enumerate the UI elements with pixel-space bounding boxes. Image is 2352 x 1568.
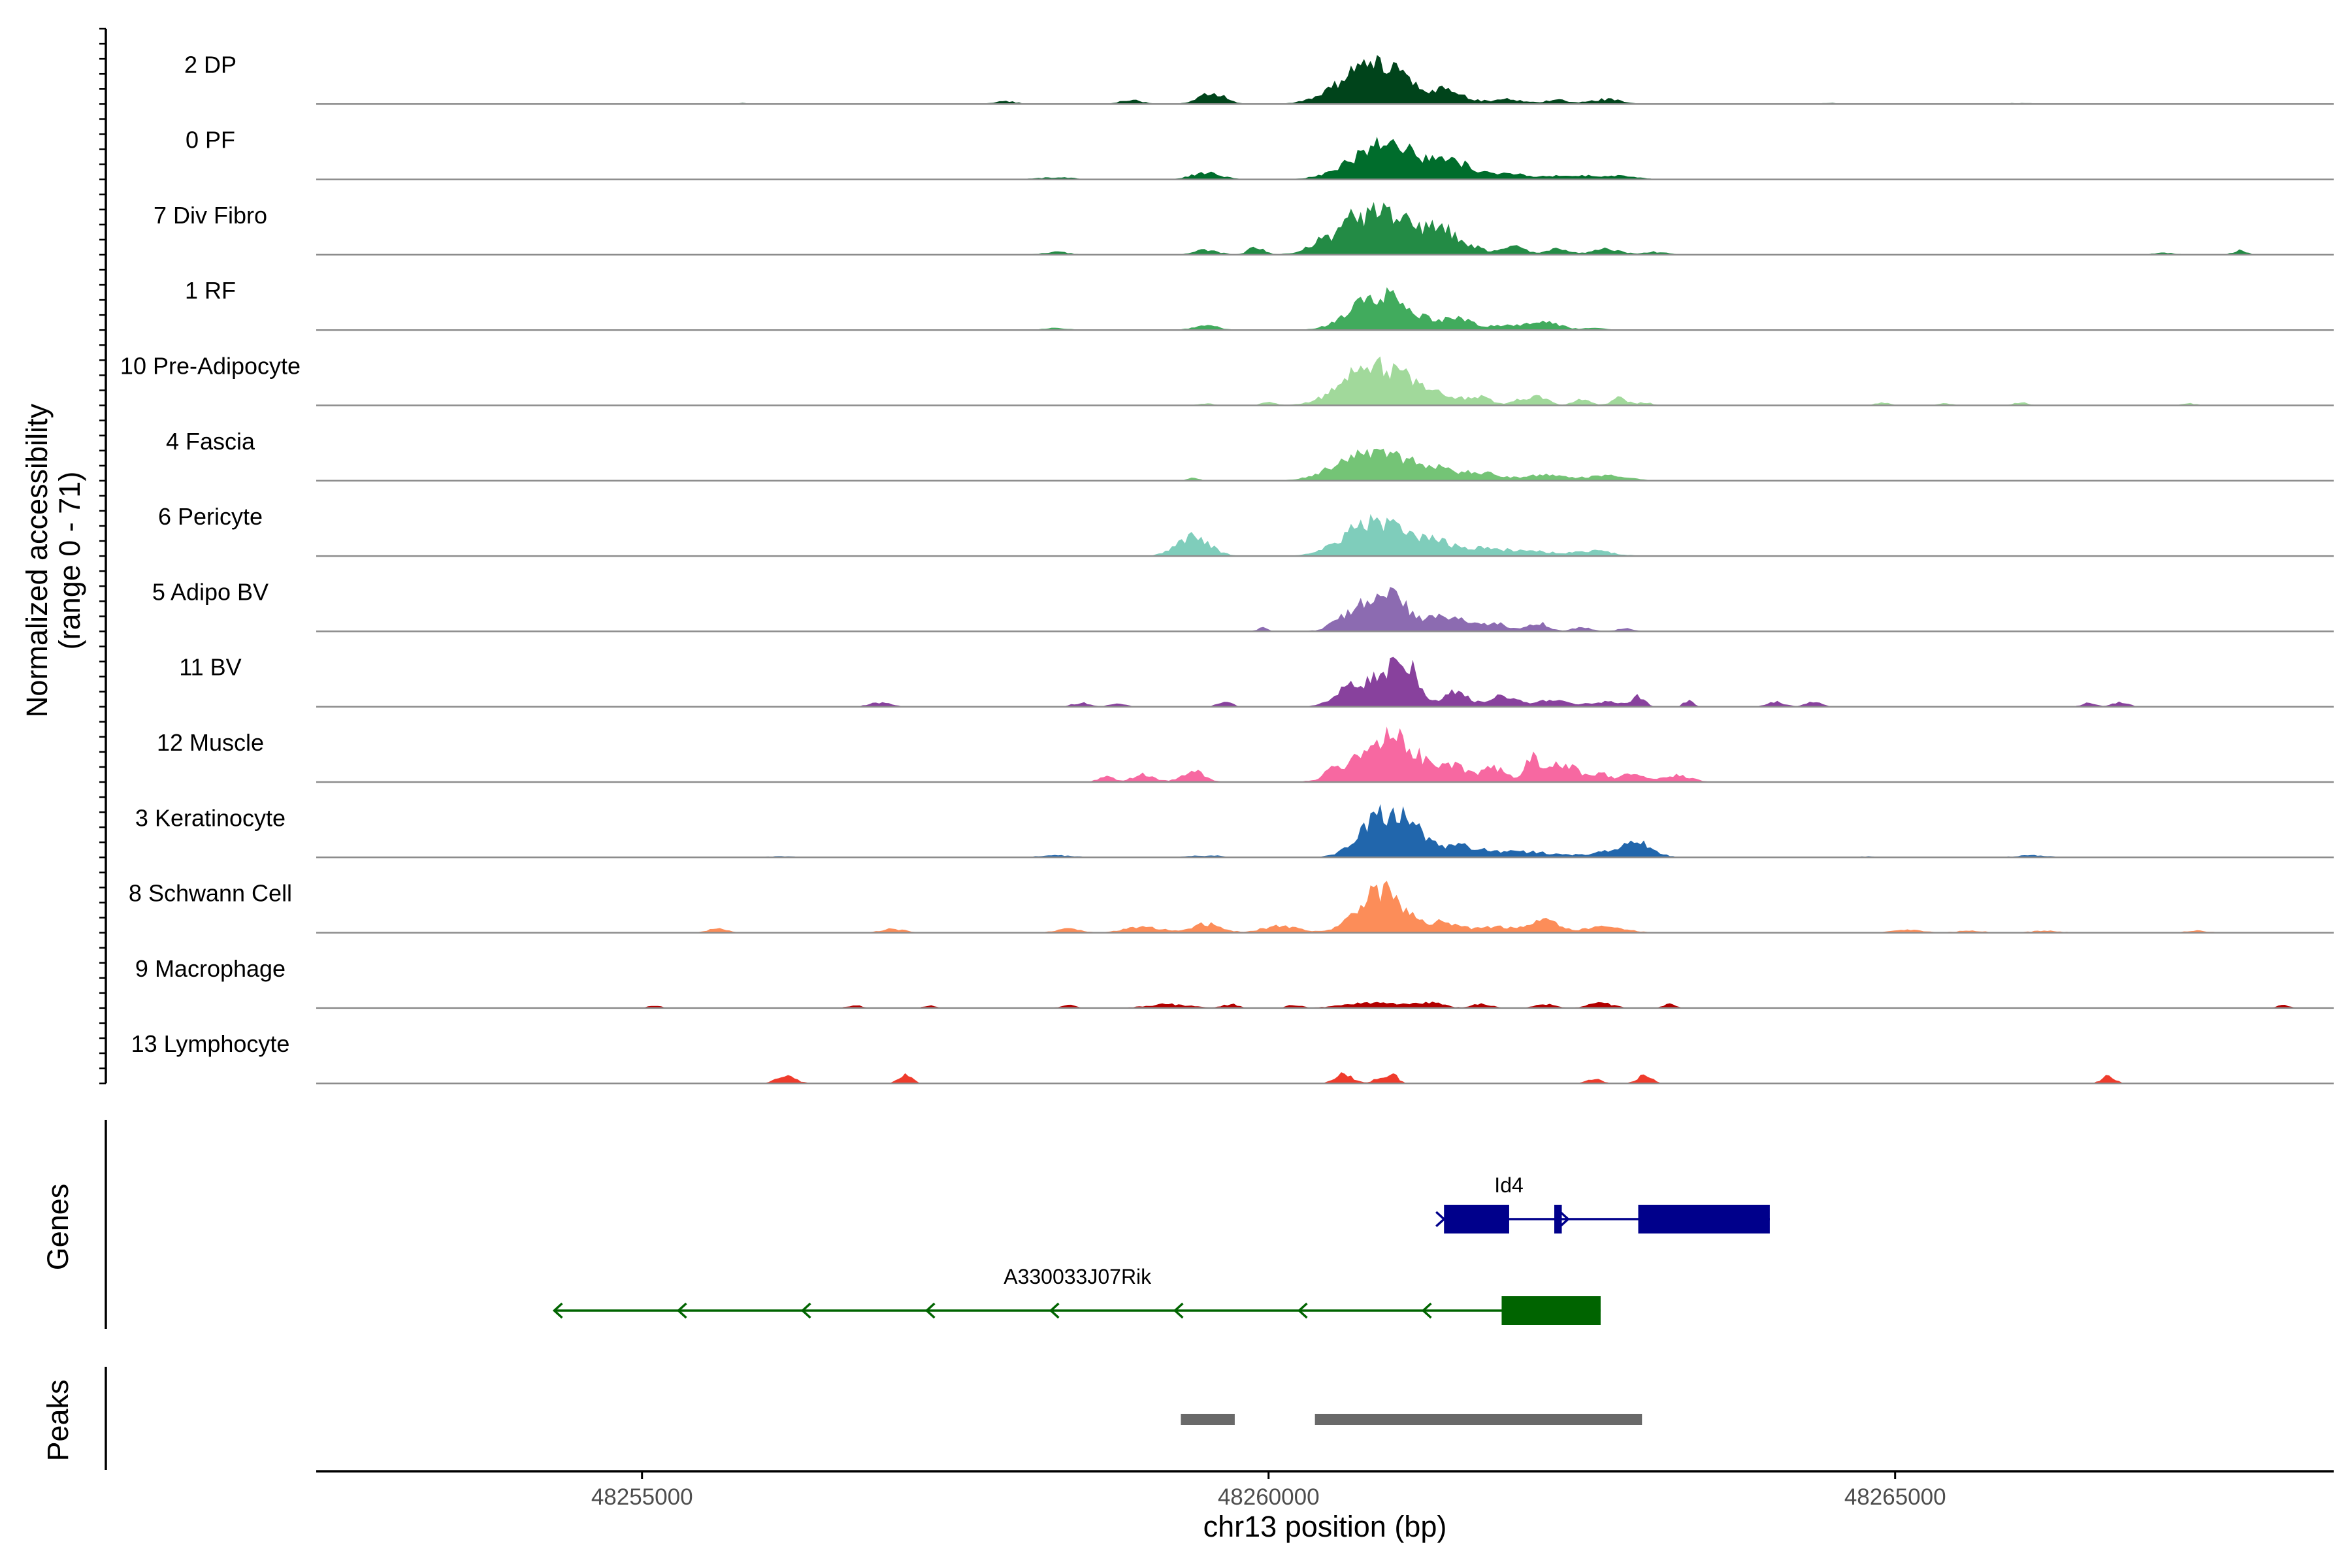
exon	[1638, 1205, 1770, 1233]
track-3: 7 Div Fibro	[154, 202, 2334, 256]
x-axis: 48255000 48260000 48265000	[316, 1470, 2334, 1510]
track-9: 11 BV	[179, 654, 2334, 708]
x-axis-title: chr13 position (bp)	[1203, 1510, 1447, 1543]
track-10: 12 Muscle	[157, 727, 2334, 783]
strand-arrow	[1560, 1211, 1570, 1228]
track-label: 2 DP	[184, 51, 237, 78]
coverage-area	[316, 727, 2334, 782]
coverage-area	[316, 202, 2334, 255]
gene-label: Id4	[1494, 1173, 1523, 1197]
track-label: 7 Div Fibro	[154, 202, 267, 229]
peaks-panel-title: Peaks	[41, 1379, 74, 1461]
coverage-area	[316, 1002, 2334, 1008]
track-8: 5 Adipo BV	[152, 578, 2334, 632]
x-tick-label: 48255000	[591, 1484, 693, 1510]
peak-bar	[1315, 1414, 1642, 1425]
strand-arrow	[676, 1302, 687, 1319]
exon	[1444, 1205, 1509, 1233]
coverage-area	[316, 587, 2334, 632]
track-13: 9 Macrophage	[135, 955, 2334, 1009]
strand-arrow	[552, 1302, 563, 1319]
coverage-area	[316, 448, 2334, 481]
coverage-area	[316, 1072, 2334, 1084]
strand-arrow	[1049, 1302, 1060, 1319]
gene-label: A330033J07Rik	[1004, 1265, 1152, 1288]
track-label: 6 Pericyte	[158, 503, 263, 530]
track-label: 5 Adipo BV	[152, 578, 269, 605]
peak-bar	[1181, 1414, 1235, 1425]
y-axis-title-line2: (range 0 - 71)	[53, 472, 86, 650]
gene-id4: Id4	[1435, 1173, 1770, 1233]
coverage-area	[316, 804, 2334, 858]
track-14: 13 Lymphocyte	[131, 1030, 2334, 1085]
track-label: 10 Pre-Adipocyte	[120, 353, 301, 380]
track-label: 0 PF	[186, 127, 235, 154]
exon	[1501, 1296, 1601, 1325]
strand-arrow	[1173, 1302, 1184, 1319]
strand-arrow	[924, 1302, 936, 1319]
track-4: 1 RF	[185, 277, 2334, 331]
genes-panel: Id4 A330033J07Rik	[105, 1120, 1770, 1329]
exon	[1554, 1205, 1562, 1233]
coverage-area	[316, 287, 2334, 331]
track-label: 9 Macrophage	[135, 955, 286, 982]
track-label: 4 Fascia	[166, 428, 255, 455]
coverage-area	[316, 657, 2334, 707]
x-tick-label: 48260000	[1218, 1484, 1320, 1510]
track-label: 12 Muscle	[157, 729, 264, 756]
y-axis-title-line1: Normalized accessibility	[20, 403, 54, 717]
track-label: 3 Keratinocyte	[135, 804, 286, 831]
track-1: 2 DP	[184, 51, 2334, 105]
track-6: 4 Fascia	[166, 428, 2334, 482]
track-12: 8 Schwann Cell	[129, 880, 2334, 934]
track-label: 8 Schwann Cell	[129, 880, 292, 907]
track-label: 1 RF	[185, 277, 236, 304]
genes-panel-title: Genes	[41, 1184, 74, 1271]
x-tick-label: 48265000	[1844, 1484, 1946, 1510]
peaks-panel	[105, 1367, 1642, 1470]
strand-arrow	[800, 1302, 811, 1319]
coverage-area	[316, 881, 2334, 933]
track-11: 3 Keratinocyte	[135, 804, 2334, 858]
coverage-area	[316, 356, 2334, 406]
gene-a330033j07rik: A330033J07Rik	[552, 1265, 1601, 1325]
strand-arrow	[1297, 1302, 1308, 1319]
track-7: 6 Pericyte	[158, 503, 2334, 557]
y-axis-left	[99, 27, 107, 1085]
track-2: 0 PF	[186, 127, 2334, 180]
coverage-tracks: 2 DP 0 PF 7 Div Fibro 1 RF 10 Pre-Adipocyte 4…	[120, 51, 2334, 1085]
strand-arrow	[1421, 1302, 1432, 1319]
track-label: 13 Lymphocyte	[131, 1030, 290, 1057]
track-5: 10 Pre-Adipocyte	[120, 353, 2334, 406]
coverage-area	[316, 137, 2334, 180]
coverage-area	[316, 514, 2334, 557]
strand-arrow	[1435, 1211, 1446, 1228]
track-label: 11 BV	[179, 654, 241, 681]
coverage-area	[316, 55, 2334, 105]
